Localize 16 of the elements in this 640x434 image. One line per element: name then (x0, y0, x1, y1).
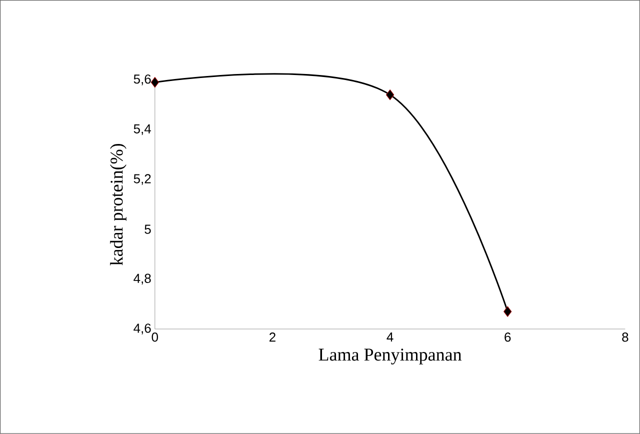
x-tick-label: 2 (270, 332, 276, 342)
y-tick-label: 4,8 (134, 274, 151, 285)
x-tick-label: 4 (386, 332, 394, 342)
x-axis-title: Lama Penyimpanan (318, 348, 462, 364)
y-tick-label: 5,4 (134, 124, 151, 136)
y-axis-title: kadar protein(%) (110, 144, 126, 266)
point (150, 77, 159, 88)
point (386, 90, 394, 100)
y-tick-label: 5 (144, 224, 151, 234)
x-tick-label: 0 (152, 332, 158, 342)
y-tick-label: 4,6 (134, 324, 151, 334)
y-tick-label: 5,6 (134, 74, 151, 86)
x-tick-label: 6 (504, 332, 511, 342)
y-tick-label: 5,2 (134, 174, 151, 185)
point (504, 306, 512, 317)
x-tick-label: 8 (622, 332, 628, 342)
